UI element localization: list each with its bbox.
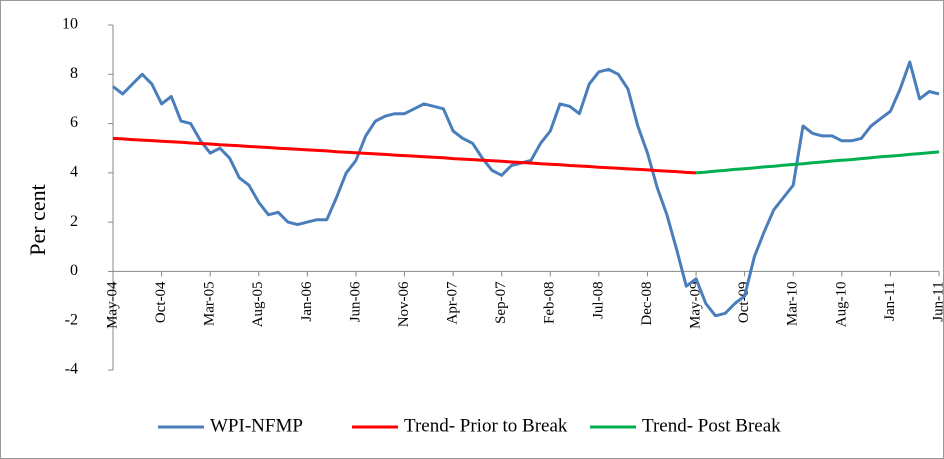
x-tick-label: Jan-06 [299,281,315,321]
x-tick-label: Mar-05 [202,281,218,326]
x-tick-label: Aug-05 [250,281,266,327]
x-tick-label: May-04 [104,281,120,329]
x-tick-label: Jun-11 [930,281,944,321]
legend-label: Trend- Post Break [642,415,781,436]
x-tick-label: Jun-06 [347,281,363,322]
y-tick-label: -4 [65,361,78,378]
legend-label: WPI-NFMP [210,415,303,436]
legend-label: Trend- Prior to Break [404,415,568,436]
x-tick-label: Sep-07 [493,281,509,324]
series-line [695,150,940,175]
y-tick-label: 0 [70,262,78,279]
x-tick-label: Nov-06 [396,281,412,327]
y-tick-label: 4 [70,164,78,181]
y-tick-label: 2 [70,213,78,230]
x-tick-label: Oct-09 [736,281,752,323]
x-tick-label: May-09 [687,281,703,329]
y-tick-label: 8 [70,65,78,82]
x-tick-label: Mar-10 [785,281,801,326]
y-axis-label: Per cent [25,184,50,255]
y-tick-label: 6 [70,114,78,131]
series-line [112,136,697,175]
y-tick-label: -2 [65,311,78,328]
x-tick-label: Jul-08 [590,281,606,319]
x-tick-label: Feb-08 [542,281,558,324]
y-tick-label: 10 [62,16,78,33]
x-tick-label: Apr-07 [445,281,461,325]
x-tick-label: Dec-08 [639,281,655,325]
x-tick-label: Jan-11 [882,281,898,320]
x-tick-label: Aug-10 [833,281,849,327]
x-tick-label: Oct-04 [153,281,169,323]
